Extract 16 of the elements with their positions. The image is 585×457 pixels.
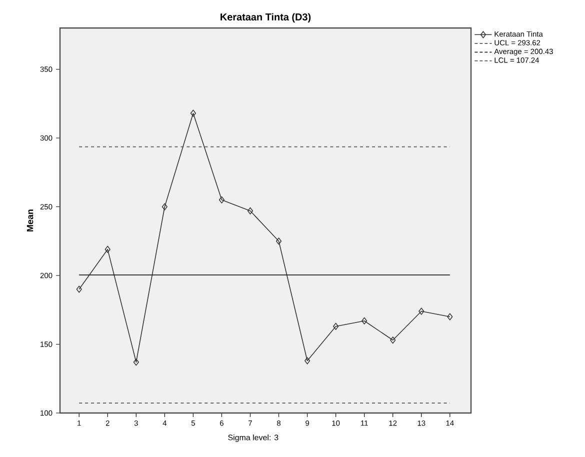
- point: [190, 110, 196, 117]
- point: [333, 322, 339, 330]
- point: [247, 207, 254, 214]
- point: [133, 358, 139, 366]
- point: [418, 308, 424, 315]
- y-axis-title: Mean: [26, 210, 34, 232]
- point: [104, 246, 110, 253]
- point: [390, 336, 396, 344]
- point: [362, 317, 368, 324]
- point: [76, 286, 82, 293]
- point: [162, 203, 168, 210]
- point: [304, 357, 310, 364]
- point: [218, 196, 225, 204]
- chart-title: Kerataan Tinta (D3): [220, 13, 311, 22]
- point: [447, 313, 453, 320]
- point: [276, 238, 282, 245]
